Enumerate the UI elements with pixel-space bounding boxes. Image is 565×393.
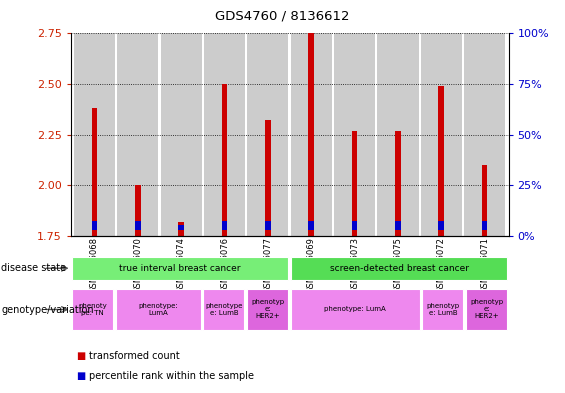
Text: percentile rank within the sample: percentile rank within the sample	[89, 371, 254, 381]
Bar	[247, 33, 289, 236]
Text: phenotyp
e:
HER2+: phenotyp e: HER2+	[251, 299, 284, 320]
Bar	[352, 130, 358, 236]
Text: phenotype: LumA: phenotype: LumA	[324, 307, 386, 312]
Text: phenotype:
LumA: phenotype: LumA	[138, 303, 178, 316]
Bar	[265, 120, 271, 236]
Text: phenotype
e: LumB: phenotype e: LumB	[205, 303, 242, 316]
Text: disease state: disease state	[1, 263, 66, 273]
Bar	[438, 86, 444, 236]
Text: phenotyp
e: LumB: phenotyp e: LumB	[426, 303, 459, 316]
Bar	[290, 33, 332, 236]
Bar	[72, 257, 288, 280]
Bar	[117, 33, 158, 236]
Bar	[179, 222, 184, 236]
Bar	[421, 33, 462, 236]
Text: phenotyp
e:
HER2+: phenotyp e: HER2+	[470, 299, 503, 320]
Bar	[482, 165, 488, 236]
Bar	[74, 33, 115, 236]
Bar	[160, 33, 202, 236]
Text: true interval breast cancer: true interval breast cancer	[119, 264, 241, 273]
Bar	[291, 257, 507, 280]
Bar	[438, 220, 444, 230]
Bar	[395, 220, 401, 230]
Bar	[92, 108, 97, 236]
Bar	[291, 289, 420, 330]
Bar	[352, 220, 358, 230]
Bar	[92, 220, 97, 230]
Bar	[395, 130, 401, 236]
Text: GDS4760 / 8136612: GDS4760 / 8136612	[215, 10, 350, 23]
Bar	[135, 185, 141, 236]
Text: genotype/variation: genotype/variation	[1, 305, 94, 316]
Bar	[308, 220, 314, 230]
Bar	[135, 220, 141, 230]
Bar	[203, 289, 245, 330]
Bar	[72, 289, 113, 330]
Text: screen-detected breast cancer: screen-detected breast cancer	[329, 264, 468, 273]
Text: phenoty
pe: TN: phenoty pe: TN	[78, 303, 107, 316]
Bar	[308, 33, 314, 236]
Bar	[464, 33, 505, 236]
Text: ■: ■	[76, 351, 85, 361]
Bar	[221, 220, 227, 230]
Bar	[179, 225, 184, 230]
Bar	[482, 220, 488, 230]
Bar	[334, 33, 375, 236]
Bar	[116, 289, 201, 330]
Text: ■: ■	[76, 371, 85, 381]
Text: transformed count: transformed count	[89, 351, 180, 361]
Bar	[377, 33, 419, 236]
Bar	[466, 289, 507, 330]
Bar	[265, 220, 271, 230]
Bar	[221, 84, 227, 236]
Bar	[247, 289, 288, 330]
Bar	[422, 289, 463, 330]
Bar	[204, 33, 245, 236]
